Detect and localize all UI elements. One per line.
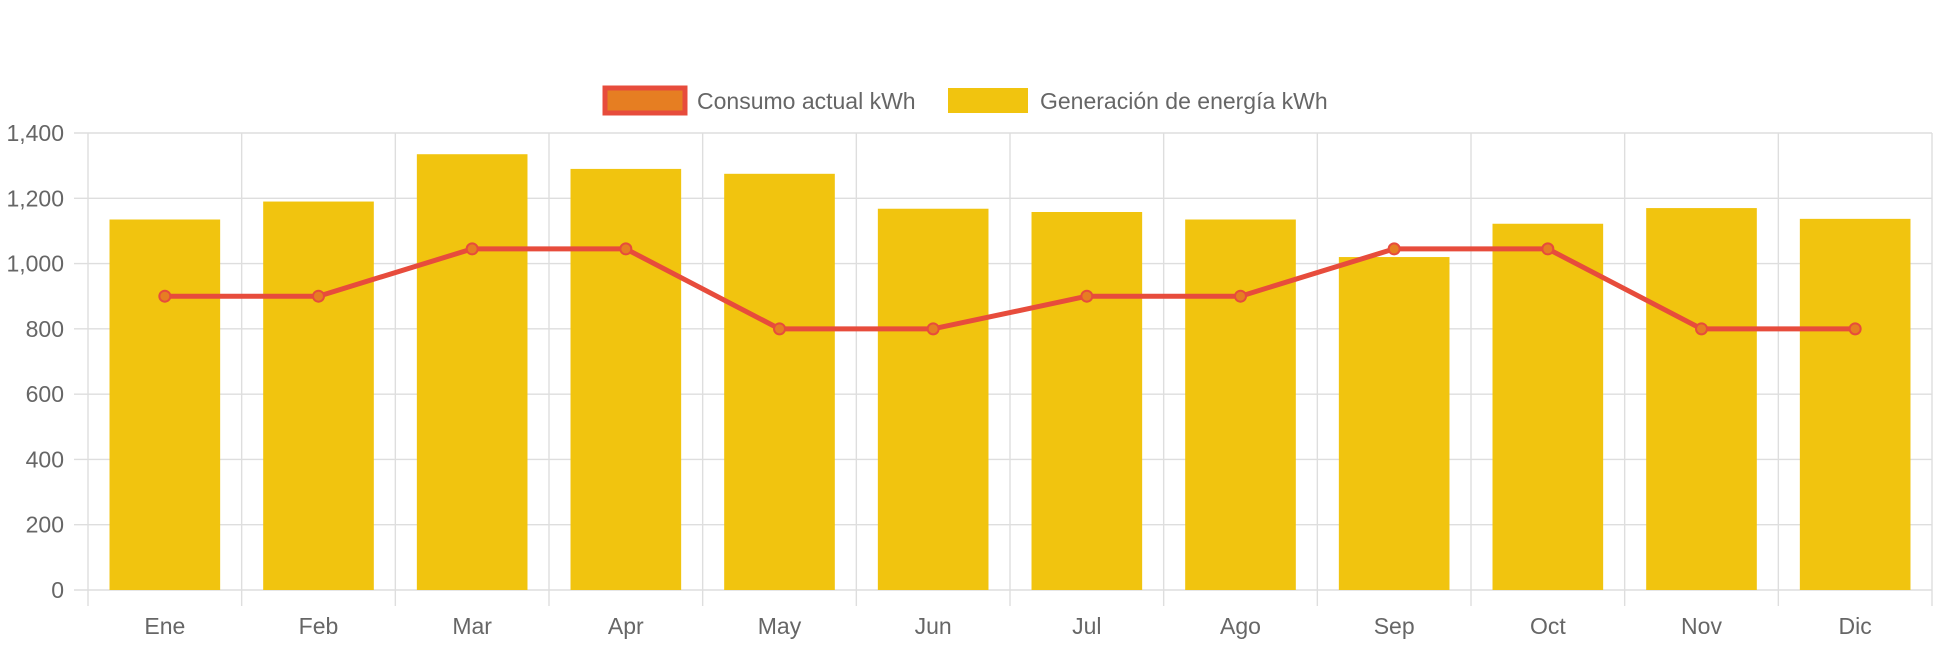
bar[interactable] [877, 208, 989, 590]
x-tick-label: Ago [1220, 613, 1261, 639]
bar[interactable] [1338, 257, 1450, 590]
bar[interactable] [1799, 218, 1911, 590]
bar[interactable] [724, 173, 835, 590]
bar[interactable] [416, 154, 528, 591]
y-tick-label: 1,200 [6, 185, 64, 211]
y-tick-label: 1,000 [6, 251, 64, 277]
y-tick-label: 600 [26, 381, 64, 407]
y-tick-label: 400 [26, 446, 64, 472]
x-tick-label: May [758, 613, 802, 639]
x-tick-label: Oct [1530, 613, 1566, 639]
line-point[interactable] [465, 242, 479, 256]
line-point[interactable] [926, 322, 940, 336]
y-tick-label: 200 [26, 512, 64, 538]
x-tick-label: Mar [452, 613, 492, 639]
line-point[interactable] [1848, 322, 1862, 336]
y-tick-label: 0 [51, 577, 64, 603]
bar[interactable] [263, 201, 374, 591]
line-point[interactable] [158, 289, 172, 303]
x-tick-label: Nov [1681, 613, 1722, 639]
line-point[interactable] [1541, 242, 1555, 256]
y-tick-label: 800 [26, 316, 64, 342]
line-point[interactable] [1387, 242, 1401, 256]
bar[interactable] [1646, 208, 1757, 591]
legend-label-generacion[interactable]: Generación de energía kWh [1040, 88, 1328, 114]
x-tick-label: Dic [1839, 613, 1872, 639]
x-tick-label: Jun [915, 613, 952, 639]
bar[interactable] [109, 219, 221, 590]
bar-series [109, 154, 1911, 591]
bar[interactable] [1492, 223, 1604, 591]
axes: 0 200 400 600 800 1,000 1,200 1,400 Ene Feb Mar Apr… [6, 120, 1871, 639]
x-tick-label: Jul [1072, 613, 1101, 639]
legend-swatch-generacion[interactable] [948, 88, 1028, 113]
legend[interactable]: Consumo actual kWh Generación de energía… [602, 85, 1328, 116]
y-tick-label: 1,400 [6, 120, 64, 146]
legend-swatch-consumo[interactable] [602, 85, 688, 116]
x-tick-label: Apr [608, 613, 644, 639]
x-tick-label: Sep [1374, 613, 1415, 639]
legend-label-consumo[interactable]: Consumo actual kWh [697, 88, 916, 114]
bar[interactable] [570, 168, 682, 590]
line-point[interactable] [312, 289, 325, 303]
x-tick-label: Feb [299, 613, 339, 639]
line-series [158, 242, 1862, 336]
grid [74, 132, 1933, 606]
line-point[interactable] [773, 322, 786, 336]
line-point[interactable] [619, 242, 633, 256]
bar[interactable] [1185, 219, 1296, 590]
line-point[interactable] [1234, 289, 1247, 303]
x-tick-label: Ene [144, 613, 185, 639]
line-point[interactable] [1695, 322, 1708, 336]
line-path [164, 246, 1856, 332]
bar[interactable] [1031, 211, 1143, 590]
line-point[interactable] [1080, 289, 1094, 303]
